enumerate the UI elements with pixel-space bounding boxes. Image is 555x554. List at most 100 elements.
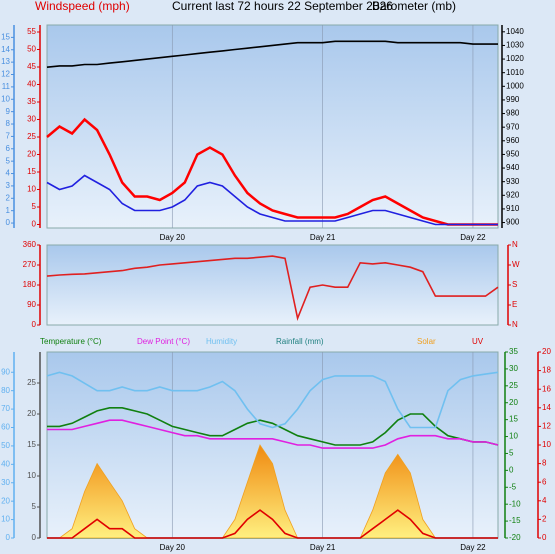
y-tick-label: 40 <box>1 459 10 468</box>
axis-title: Windspeed (mph) <box>35 0 130 13</box>
y-tick-label: 30 <box>1 478 10 487</box>
y-tick-label: 0 <box>6 533 11 542</box>
y-tick-label: 55 <box>27 27 36 36</box>
y-tick-label: 270 <box>23 260 37 269</box>
legend-label: Dew Point (°C) <box>137 337 190 346</box>
legend-label: Solar <box>417 337 436 346</box>
y-tick-label: 80 <box>1 386 10 395</box>
y-tick-label: 60 <box>1 423 10 432</box>
y-tick-label: 10 <box>1 94 10 103</box>
y-tick-label: N <box>512 320 518 329</box>
y-tick-label: 900 <box>506 218 520 227</box>
y-tick-label: 14 <box>542 403 551 412</box>
line <box>46 117 498 226</box>
y-tick-label: 5 <box>32 502 37 511</box>
y-tick-label: -15 <box>509 516 521 525</box>
y-tick-label: 35 <box>509 347 518 356</box>
y-tick-label: 0 <box>509 465 514 474</box>
line <box>46 255 499 322</box>
y-tick-label: 360 <box>23 240 37 249</box>
y-tick-label: 12 <box>1 70 10 79</box>
line <box>46 371 499 429</box>
y-tick-label: 8 <box>6 119 11 128</box>
area <box>47 444 498 539</box>
y-tick-label: 0 <box>32 320 37 329</box>
y-tick-label: N <box>512 240 518 249</box>
y-tick-label: 1000 <box>506 81 524 90</box>
y-tick-label: 1020 <box>506 54 524 63</box>
y-tick-label: 3 <box>6 181 11 190</box>
y-tick-label: 10 <box>27 471 36 480</box>
y-tick-label: 2 <box>542 515 547 524</box>
y-tick-label: 16 <box>542 384 551 393</box>
y-tick-label: S <box>512 280 517 289</box>
plot-area <box>46 244 499 326</box>
y-tick-label: 30 <box>509 364 518 373</box>
y-tick-label: 4 <box>542 496 547 505</box>
y-tick-label: 10 <box>27 185 36 194</box>
y-tick-label: 5 <box>509 449 514 458</box>
y-tick-label: 20 <box>27 150 36 159</box>
y-tick-label: 25 <box>27 378 36 387</box>
y-tick-label: E <box>512 300 517 309</box>
line <box>46 40 498 68</box>
y-tick-label: W <box>512 260 520 269</box>
line <box>46 174 498 226</box>
y-tick-label: 30 <box>27 115 36 124</box>
y-tick-label: 15 <box>27 440 36 449</box>
y-tick-label: 18 <box>542 366 551 375</box>
y-tick-label: 20 <box>27 409 36 418</box>
y-tick-label: -20 <box>509 533 521 542</box>
y-tick-label: 0 <box>6 218 11 227</box>
y-tick-label: 990 <box>506 95 520 104</box>
line <box>47 407 499 446</box>
y-tick-label: 90 <box>1 367 10 376</box>
legend-label: UV <box>472 337 484 346</box>
y-tick-label: 12 <box>542 422 551 431</box>
y-tick-label: 25 <box>27 132 36 141</box>
legend-label: Humidity <box>206 337 237 346</box>
y-tick-label: 5 <box>32 202 37 211</box>
y-tick-label: -5 <box>509 482 517 491</box>
y-tick-label: 5 <box>6 156 11 165</box>
y-tick-label: 6 <box>6 144 11 153</box>
y-tick-label: 1030 <box>506 41 524 50</box>
y-tick-label: 940 <box>506 163 520 172</box>
y-tick-label: 980 <box>506 109 520 118</box>
y-tick-label: 15 <box>27 167 36 176</box>
y-tick-label: 13 <box>1 57 10 66</box>
y-tick-label: 1 <box>6 206 11 215</box>
y-tick-label: 7 <box>6 132 11 141</box>
y-tick-label: 40 <box>27 80 36 89</box>
y-tick-label: 6 <box>542 477 547 486</box>
y-tick-label: 970 <box>506 122 520 131</box>
line <box>47 509 498 539</box>
y-tick-label: 910 <box>506 204 520 213</box>
y-tick-label: 50 <box>27 45 36 54</box>
y-tick-label: 70 <box>1 404 10 413</box>
y-tick-label: 960 <box>506 136 520 145</box>
x-tick-label: Day 21 <box>310 233 336 242</box>
line <box>47 419 499 449</box>
y-tick-label: 920 <box>506 190 520 199</box>
x-tick-label: Day 22 <box>460 233 486 242</box>
legend-label: Temperature (°C) <box>40 337 102 346</box>
y-tick-label: 45 <box>27 62 36 71</box>
y-tick-label: 90 <box>27 300 36 309</box>
y-tick-label: 0 <box>32 533 37 542</box>
y-tick-label: 1040 <box>506 27 524 36</box>
y-tick-label: 35 <box>27 97 36 106</box>
y-tick-label: -10 <box>509 499 521 508</box>
x-tick-label: Day 20 <box>160 233 186 242</box>
y-tick-label: 180 <box>23 280 37 289</box>
y-tick-label: 50 <box>1 441 10 450</box>
y-tick-label: 0 <box>542 533 547 542</box>
legend-label: Rainfall (mm) <box>276 337 324 346</box>
x-tick-label: Day 22 <box>460 543 486 552</box>
y-tick-label: 15 <box>1 32 10 41</box>
y-tick-label: 9 <box>6 107 11 116</box>
y-tick-label: 950 <box>506 150 520 159</box>
y-tick-label: 15 <box>509 415 518 424</box>
y-tick-label: 25 <box>509 381 518 390</box>
